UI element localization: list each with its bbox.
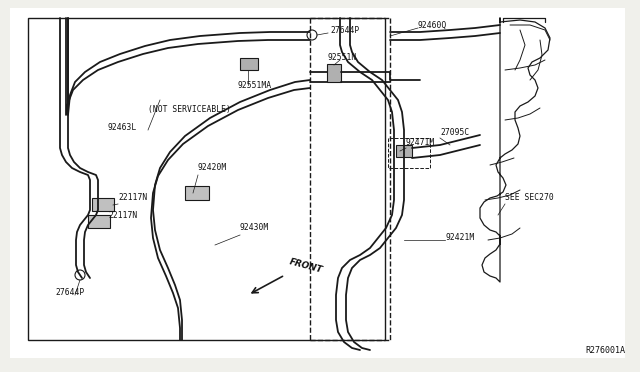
Text: 92471M: 92471M [406,138,435,147]
Text: 92551N: 92551N [328,53,357,62]
FancyBboxPatch shape [396,145,412,157]
Text: (NOT SERVICEABLE): (NOT SERVICEABLE) [148,105,231,114]
Text: 92430M: 92430M [240,223,269,232]
Text: SEE SEC270: SEE SEC270 [505,193,554,202]
FancyBboxPatch shape [240,58,258,70]
Text: 27644P: 27644P [330,26,359,35]
Bar [28,18,385,340]
FancyBboxPatch shape [92,198,114,211]
FancyBboxPatch shape [185,186,209,200]
Text: 27644P: 27644P [55,288,84,297]
FancyBboxPatch shape [327,64,341,82]
FancyBboxPatch shape [88,215,110,228]
Text: 92463L: 92463L [108,123,137,132]
Text: R276001A: R276001A [585,346,625,355]
Text: 22117N: 22117N [118,193,147,202]
Text: 22117N: 22117N [108,211,137,220]
Text: 27095C: 27095C [440,128,469,137]
Text: 92420M: 92420M [198,163,227,172]
Text: 92551MA: 92551MA [238,81,272,90]
Text: FRONT: FRONT [288,257,323,275]
Text: 92421M: 92421M [445,233,474,242]
Text: 92460Q: 92460Q [418,21,447,30]
